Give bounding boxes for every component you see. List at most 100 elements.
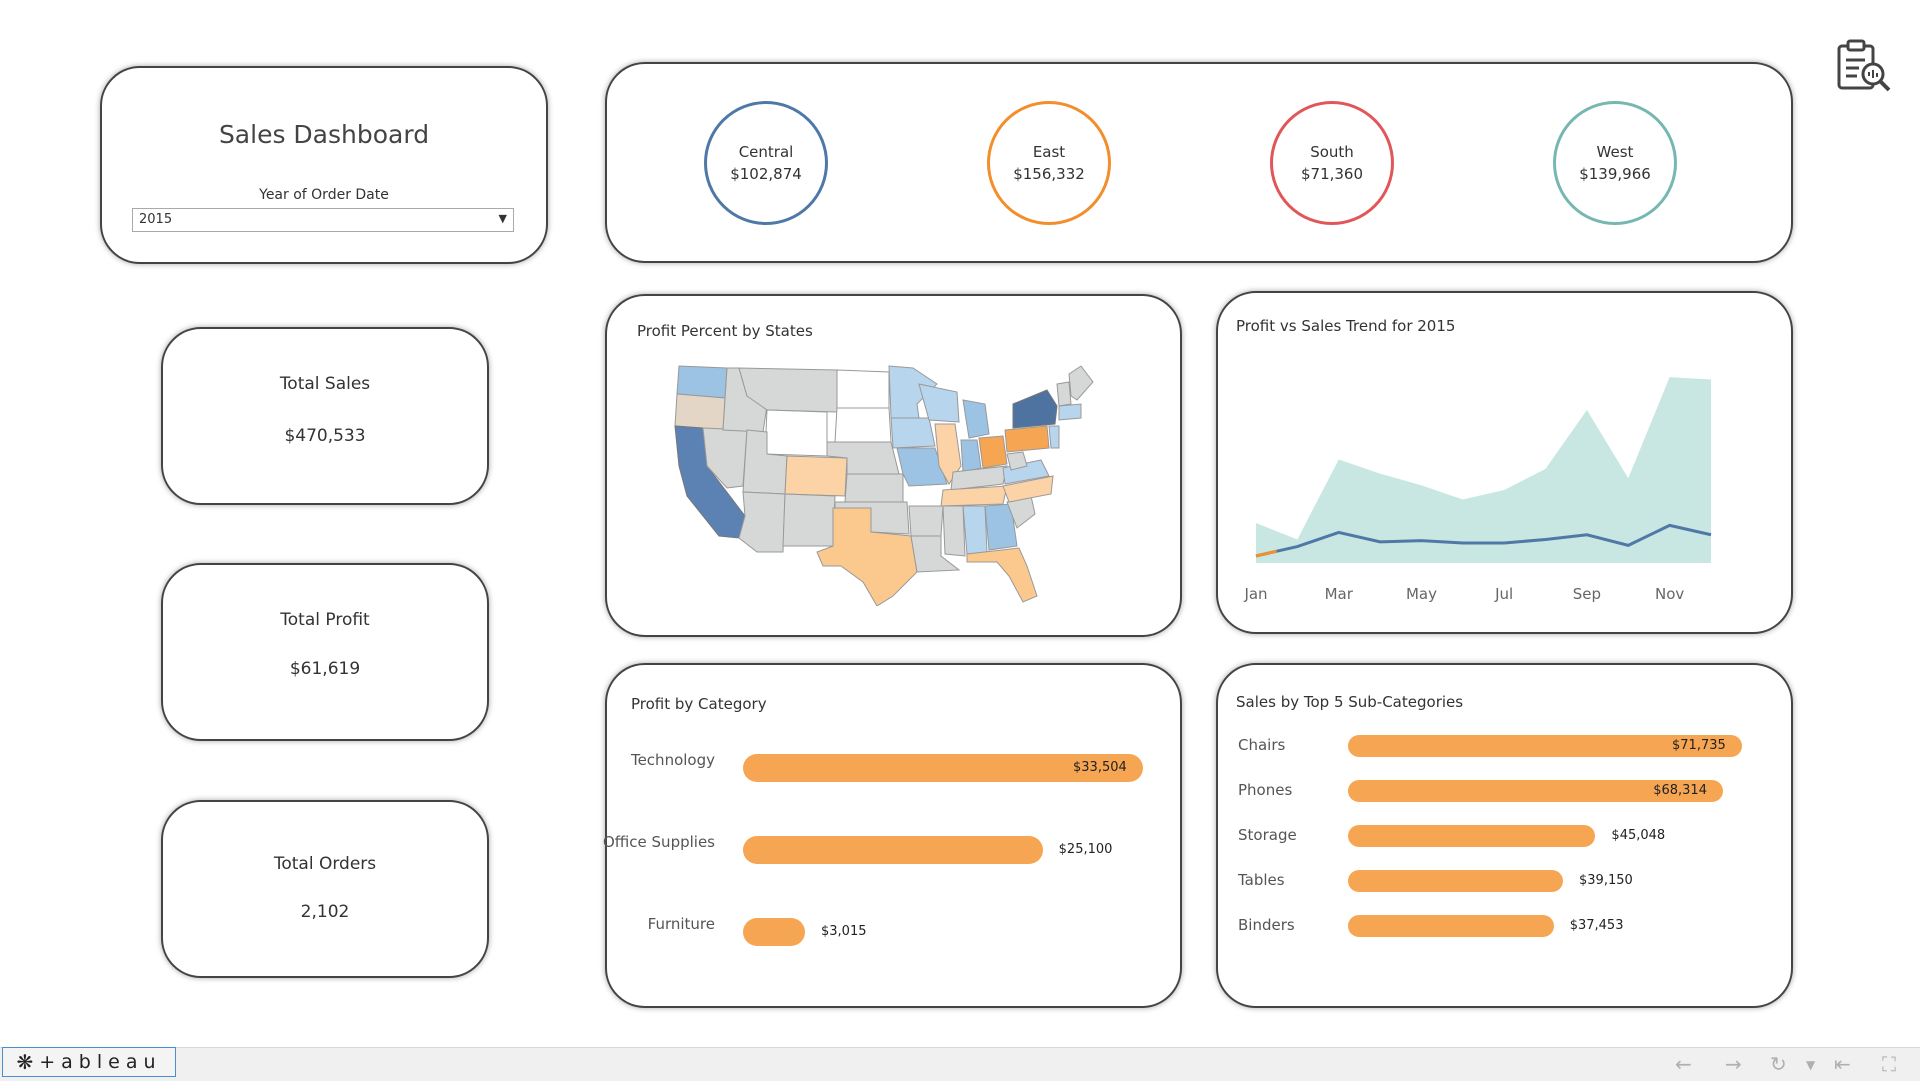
state-shape xyxy=(1006,451,1028,471)
region-value: $139,966 xyxy=(1579,165,1651,183)
map-card: Profit Percent by States xyxy=(605,294,1182,637)
chevron-down-icon[interactable]: ▼ xyxy=(498,212,507,225)
state-shape xyxy=(962,399,990,439)
bar[interactable] xyxy=(743,918,805,946)
undo-icon[interactable]: ← xyxy=(1675,1052,1692,1076)
dashboard-title: Sales Dashboard xyxy=(218,120,430,149)
title-card: Sales Dashboard Year of Order Date 2015 … xyxy=(100,66,548,264)
subcategory-title: Sales by Top 5 Sub-Categories xyxy=(1236,693,1464,711)
state-shape xyxy=(784,455,848,497)
trend-title: Profit vs Sales Trend for 2015 xyxy=(1236,317,1456,335)
bar[interactable] xyxy=(1348,780,1724,802)
bar-category-label: Chairs xyxy=(1238,736,1286,754)
state-shape xyxy=(966,547,1038,603)
trend-chart[interactable]: Jan Mar May Jul Sep Nov xyxy=(1218,293,1795,636)
bar-value-label: $45,048 xyxy=(1611,828,1666,843)
region-east[interactable]: East $156,332 xyxy=(987,101,1111,225)
kpi-label: Total Profit xyxy=(280,610,370,630)
region-name: East xyxy=(1032,143,1066,161)
state-shape xyxy=(1004,425,1050,453)
category-card: Profit by Category Technology $33,504 Offi… xyxy=(603,663,1182,1008)
state-shape xyxy=(984,503,1018,551)
footer-bar xyxy=(0,1047,1920,1081)
region-card: Central $102,874 East $156,332 South $71… xyxy=(605,62,1793,263)
state-shape xyxy=(738,491,786,553)
state-shape xyxy=(764,409,828,457)
bar[interactable] xyxy=(743,836,1043,864)
profit-line[interactable] xyxy=(1255,523,1712,558)
category-title: Profit by Category xyxy=(631,695,767,713)
state-shape xyxy=(890,417,936,449)
x-tick-label: Nov xyxy=(1655,585,1684,603)
fullscreen-icon[interactable]: ⛶ xyxy=(1882,1052,1896,1076)
bar-value-label: $39,150 xyxy=(1579,873,1633,888)
year-filter-select[interactable]: 2015 ▼ xyxy=(132,208,514,232)
kpi-label: Total Orders xyxy=(273,854,377,874)
state-shape xyxy=(836,369,890,409)
x-tick-label: Sep xyxy=(1573,585,1601,603)
bar[interactable] xyxy=(1348,735,1742,757)
bar-category-label: Binders xyxy=(1238,916,1295,934)
state-shape xyxy=(1048,425,1060,449)
state-shape xyxy=(940,485,1008,507)
bar-value-label: $37,453 xyxy=(1569,918,1624,933)
replay-icon[interactable]: ↻ xyxy=(1770,1052,1787,1076)
total-orders-card: Total Orders 2,102 xyxy=(161,800,489,978)
bar-value-label: $71,735 xyxy=(1672,738,1726,753)
state-shape xyxy=(676,365,728,399)
state-shape xyxy=(1058,403,1082,421)
us-state-map[interactable] xyxy=(667,356,1127,606)
bar[interactable] xyxy=(1348,825,1596,847)
bar[interactable] xyxy=(1348,915,1554,937)
region-name: West xyxy=(1596,143,1634,161)
bar[interactable] xyxy=(743,754,1143,782)
region-value: $102,874 xyxy=(730,165,802,183)
bar-value-label: $3,015 xyxy=(821,924,867,939)
state-shape xyxy=(950,465,1008,491)
state-shape xyxy=(674,393,726,431)
state-shape xyxy=(978,435,1008,469)
x-tick-label: Mar xyxy=(1325,585,1354,603)
bar-value-label: $25,100 xyxy=(1058,842,1113,857)
region-name: Central xyxy=(738,143,794,161)
region-south[interactable]: South $71,360 xyxy=(1270,101,1394,225)
x-tick-label: Jan xyxy=(1243,585,1267,603)
bar-category-label: Phones xyxy=(1238,781,1293,799)
tableau-logo-icon: ❋ xyxy=(16,1050,34,1074)
kpi-label: Total Sales xyxy=(279,374,371,394)
state-shape xyxy=(1068,365,1094,401)
state-shape xyxy=(942,505,966,557)
bar-category-label: Office Supplies xyxy=(602,833,715,851)
region-central[interactable]: Central $102,874 xyxy=(704,101,828,225)
bar-category-label: Furniture xyxy=(647,915,715,933)
state-shape xyxy=(1012,389,1058,429)
x-tick-label: May xyxy=(1406,585,1437,603)
state-shape xyxy=(962,505,988,555)
redo-icon[interactable]: → xyxy=(1725,1052,1742,1076)
total-sales-card: Total Sales $470,533 xyxy=(161,327,489,505)
total-profit-card: Total Profit $61,619 xyxy=(161,563,489,741)
state-shape xyxy=(908,505,944,537)
report-search-icon[interactable] xyxy=(1835,38,1895,94)
state-shape xyxy=(896,447,948,487)
region-name: South xyxy=(1310,143,1354,161)
region-west[interactable]: West $139,966 xyxy=(1553,101,1677,225)
kpi-value: 2,102 xyxy=(300,902,350,922)
go-to-start-icon[interactable]: ⇤ xyxy=(1834,1052,1851,1076)
sales-area[interactable] xyxy=(1256,377,1711,563)
kpi-value: $61,619 xyxy=(289,659,361,679)
year-filter-label: Year of Order Date xyxy=(259,187,389,203)
x-tick-label: Jul xyxy=(1494,585,1513,603)
trend-card: Profit vs Sales Trend for 2015 Jan Mar May… xyxy=(1216,291,1793,634)
bar-category-label: Storage xyxy=(1238,826,1297,844)
state-shape xyxy=(1056,381,1072,407)
year-filter-value: 2015 xyxy=(139,212,173,227)
chevron-down-icon[interactable]: ▼ xyxy=(1806,1058,1816,1072)
bar[interactable] xyxy=(1348,870,1564,892)
state-shape xyxy=(816,507,918,606)
profit-negative-segment xyxy=(1255,549,1278,558)
state-shape xyxy=(834,407,892,443)
bar-category-label: Tables xyxy=(1238,871,1285,889)
state-shape xyxy=(844,473,904,503)
tableau-logo-button[interactable]: ❋ +ableau xyxy=(2,1047,176,1077)
